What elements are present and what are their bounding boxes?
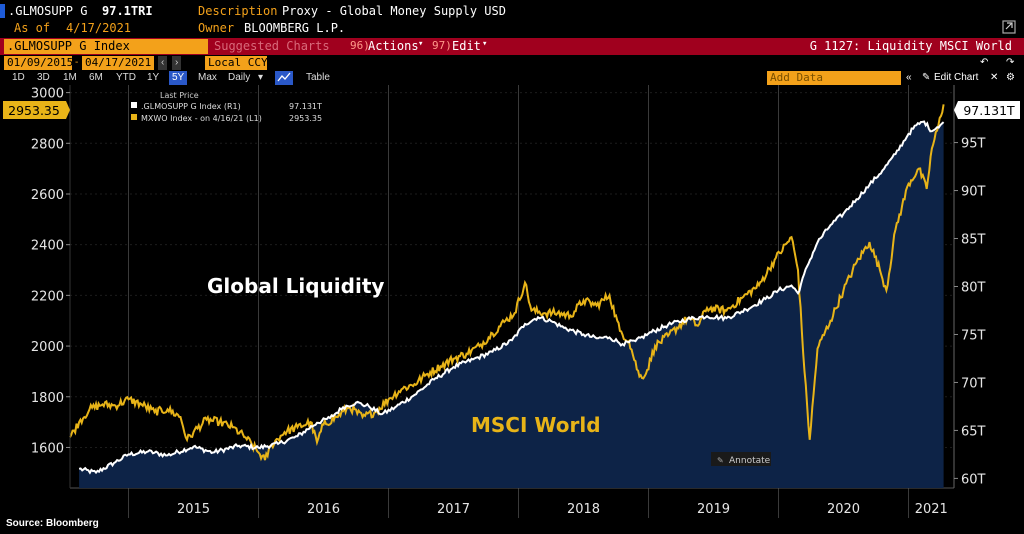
annotate-pencil-icon: ✎ [717, 456, 724, 465]
date-separator: - [75, 57, 79, 68]
edit-menu[interactable]: Edit [452, 39, 481, 53]
line-chart: 1600 1800 2000 2200 2400 2600 2800 3000 60T 65T 7… [3, 85, 1020, 518]
date-forward-arrow-icon[interactable]: › [172, 56, 182, 70]
msci-world-line [69, 104, 945, 462]
command-bar: .GLMOSUPP G Index Suggested Charts 96) A… [0, 38, 1024, 55]
left-last-value: 2953.35 [8, 103, 60, 118]
right-tick-label: 80T [961, 281, 986, 296]
add-data-field[interactable]: Add Data [767, 71, 901, 85]
right-last-value-tag: 97.131T [954, 101, 1020, 119]
header-marker [0, 4, 5, 18]
period-1y[interactable]: 1Y [147, 72, 160, 83]
period-ytd[interactable]: YTD [116, 72, 136, 83]
right-tick-label: 90T [961, 185, 986, 200]
right-tick-label: 60T [961, 472, 986, 487]
security-header: .GLMOSUPP G 97.1TRI As of 4/17/2021 Desc… [0, 0, 1024, 38]
global-liquidity-label: Global Liquidity [207, 274, 384, 298]
left-tick-label: 3000 [31, 87, 64, 102]
description-label: Description [198, 4, 278, 18]
legend-swatch-liquidity [131, 102, 137, 108]
redo-icon[interactable]: ↷ [1006, 57, 1015, 68]
owner-value: BLOOMBERG L.P. [244, 21, 346, 35]
frequency-select[interactable]: Daily [228, 72, 251, 83]
table-button[interactable]: Table [306, 72, 330, 83]
period-1m[interactable]: 1M [63, 72, 77, 83]
period-3d[interactable]: 3D [37, 72, 50, 83]
left-axis: 1600 1800 2000 2200 2400 2600 2800 3000 [31, 87, 70, 456]
actions-dropdown-icon[interactable]: ▾ [418, 39, 424, 49]
legend-label-msci: MXWO Index - on 4/16/21 (L1) [141, 114, 262, 123]
edit-chart-button[interactable]: Edit Chart [934, 72, 979, 83]
edit-dropdown-icon[interactable]: ▾ [482, 39, 488, 49]
chart-id: G 1127: Liquidity MSCI World [809, 39, 1012, 53]
owner-label: Owner [198, 21, 235, 35]
liquidity-area-fill [79, 121, 944, 488]
suggested-charts-button[interactable]: Suggested Charts [214, 39, 330, 53]
period-max[interactable]: Max [198, 72, 217, 83]
minimize-icon[interactable] [1002, 20, 1016, 34]
legend-label-liquidity: .GLMOSUPP G Index (R1) [141, 102, 241, 111]
left-tick-label: 2400 [31, 239, 64, 254]
left-tick-label: 2600 [31, 188, 64, 203]
legend-heading: Last Price [160, 91, 199, 100]
right-tick-label: 65T [961, 424, 986, 439]
annotate-label: Annotate [729, 456, 771, 466]
collapse-icon[interactable]: « [906, 72, 912, 83]
x-tick-label: 2020 [827, 502, 860, 517]
left-tick-label: 1600 [31, 441, 64, 456]
source-footer: Source: Bloomberg [6, 518, 99, 529]
right-tick-label: 95T [961, 137, 986, 152]
edit-chart-pencil-icon[interactable]: ✎ [922, 72, 931, 83]
annotate-button[interactable]: ✎ Annotate [711, 452, 771, 466]
frequency-dropdown-icon[interactable]: ▾ [258, 72, 264, 83]
right-tick-label: 70T [961, 376, 986, 391]
legend-value-liquidity: 97.131T [289, 102, 322, 111]
chart-toolbar: 01/09/2015 - 04/17/2021 ‹ › Local CCY 1D… [0, 55, 1024, 85]
ticker[interactable]: .GLMOSUPP G [8, 4, 88, 18]
legend-swatch-msci [131, 114, 137, 120]
x-axis: 2015 2016 2017 2018 2019 2020 2021 [177, 502, 948, 517]
x-tick-label: 2018 [567, 502, 600, 517]
left-last-value-tag: 2953.35 [3, 101, 70, 119]
legend: Last Price .GLMOSUPP G Index (R1) 97.131… [131, 91, 322, 123]
x-tick-label: 2017 [437, 502, 470, 517]
actions-number: 96) [350, 39, 370, 52]
left-tick-label: 2800 [31, 137, 64, 152]
start-date-field[interactable]: 01/09/2015 [4, 56, 73, 70]
last-value: 97.1TRI [102, 4, 153, 18]
right-tick-label: 85T [961, 233, 986, 248]
settings-icon[interactable]: ⚙ [1006, 72, 1015, 83]
as-of-date: 4/17/2021 [66, 21, 132, 35]
actions-menu[interactable]: Actions [368, 39, 419, 53]
msci-world-label: MSCI World [471, 413, 601, 437]
right-axis: 60T 65T 70T 75T 80T 85T 90T 95T [954, 137, 986, 487]
legend-value-msci: 2953.35 [289, 114, 322, 123]
period-1d[interactable]: 1D [12, 72, 25, 83]
x-tick-label: 2015 [177, 502, 210, 517]
period-6m[interactable]: 6M [89, 72, 103, 83]
date-back-arrow-icon[interactable]: ‹ [158, 56, 168, 70]
x-tick-label: 2016 [307, 502, 340, 517]
undo-icon[interactable]: ↶ [980, 57, 989, 68]
description-value: Proxy - Global Money Supply USD [282, 4, 506, 18]
x-tick-label: 2019 [697, 502, 730, 517]
close-edit-icon[interactable]: ✕ [990, 72, 999, 83]
edit-number: 97) [432, 39, 452, 52]
left-tick-label: 1800 [31, 391, 64, 406]
right-last-value: 97.131T [963, 103, 1015, 118]
end-date-field[interactable]: 04/17/2021 [82, 56, 154, 70]
x-tick-label: 2021 [915, 502, 948, 517]
line-chart-icon[interactable] [275, 71, 293, 85]
left-tick-label: 2200 [31, 289, 64, 304]
as-of-label: As of [14, 21, 51, 35]
left-tick-label: 2000 [31, 340, 64, 355]
period-5y-selected[interactable]: 5Y [169, 71, 188, 85]
right-tick-label: 75T [961, 328, 986, 343]
currency-select[interactable]: Local CCY [205, 56, 268, 70]
security-field[interactable]: .GLMOSUPP G Index [4, 39, 208, 54]
global-liquidity-line [78, 120, 945, 475]
